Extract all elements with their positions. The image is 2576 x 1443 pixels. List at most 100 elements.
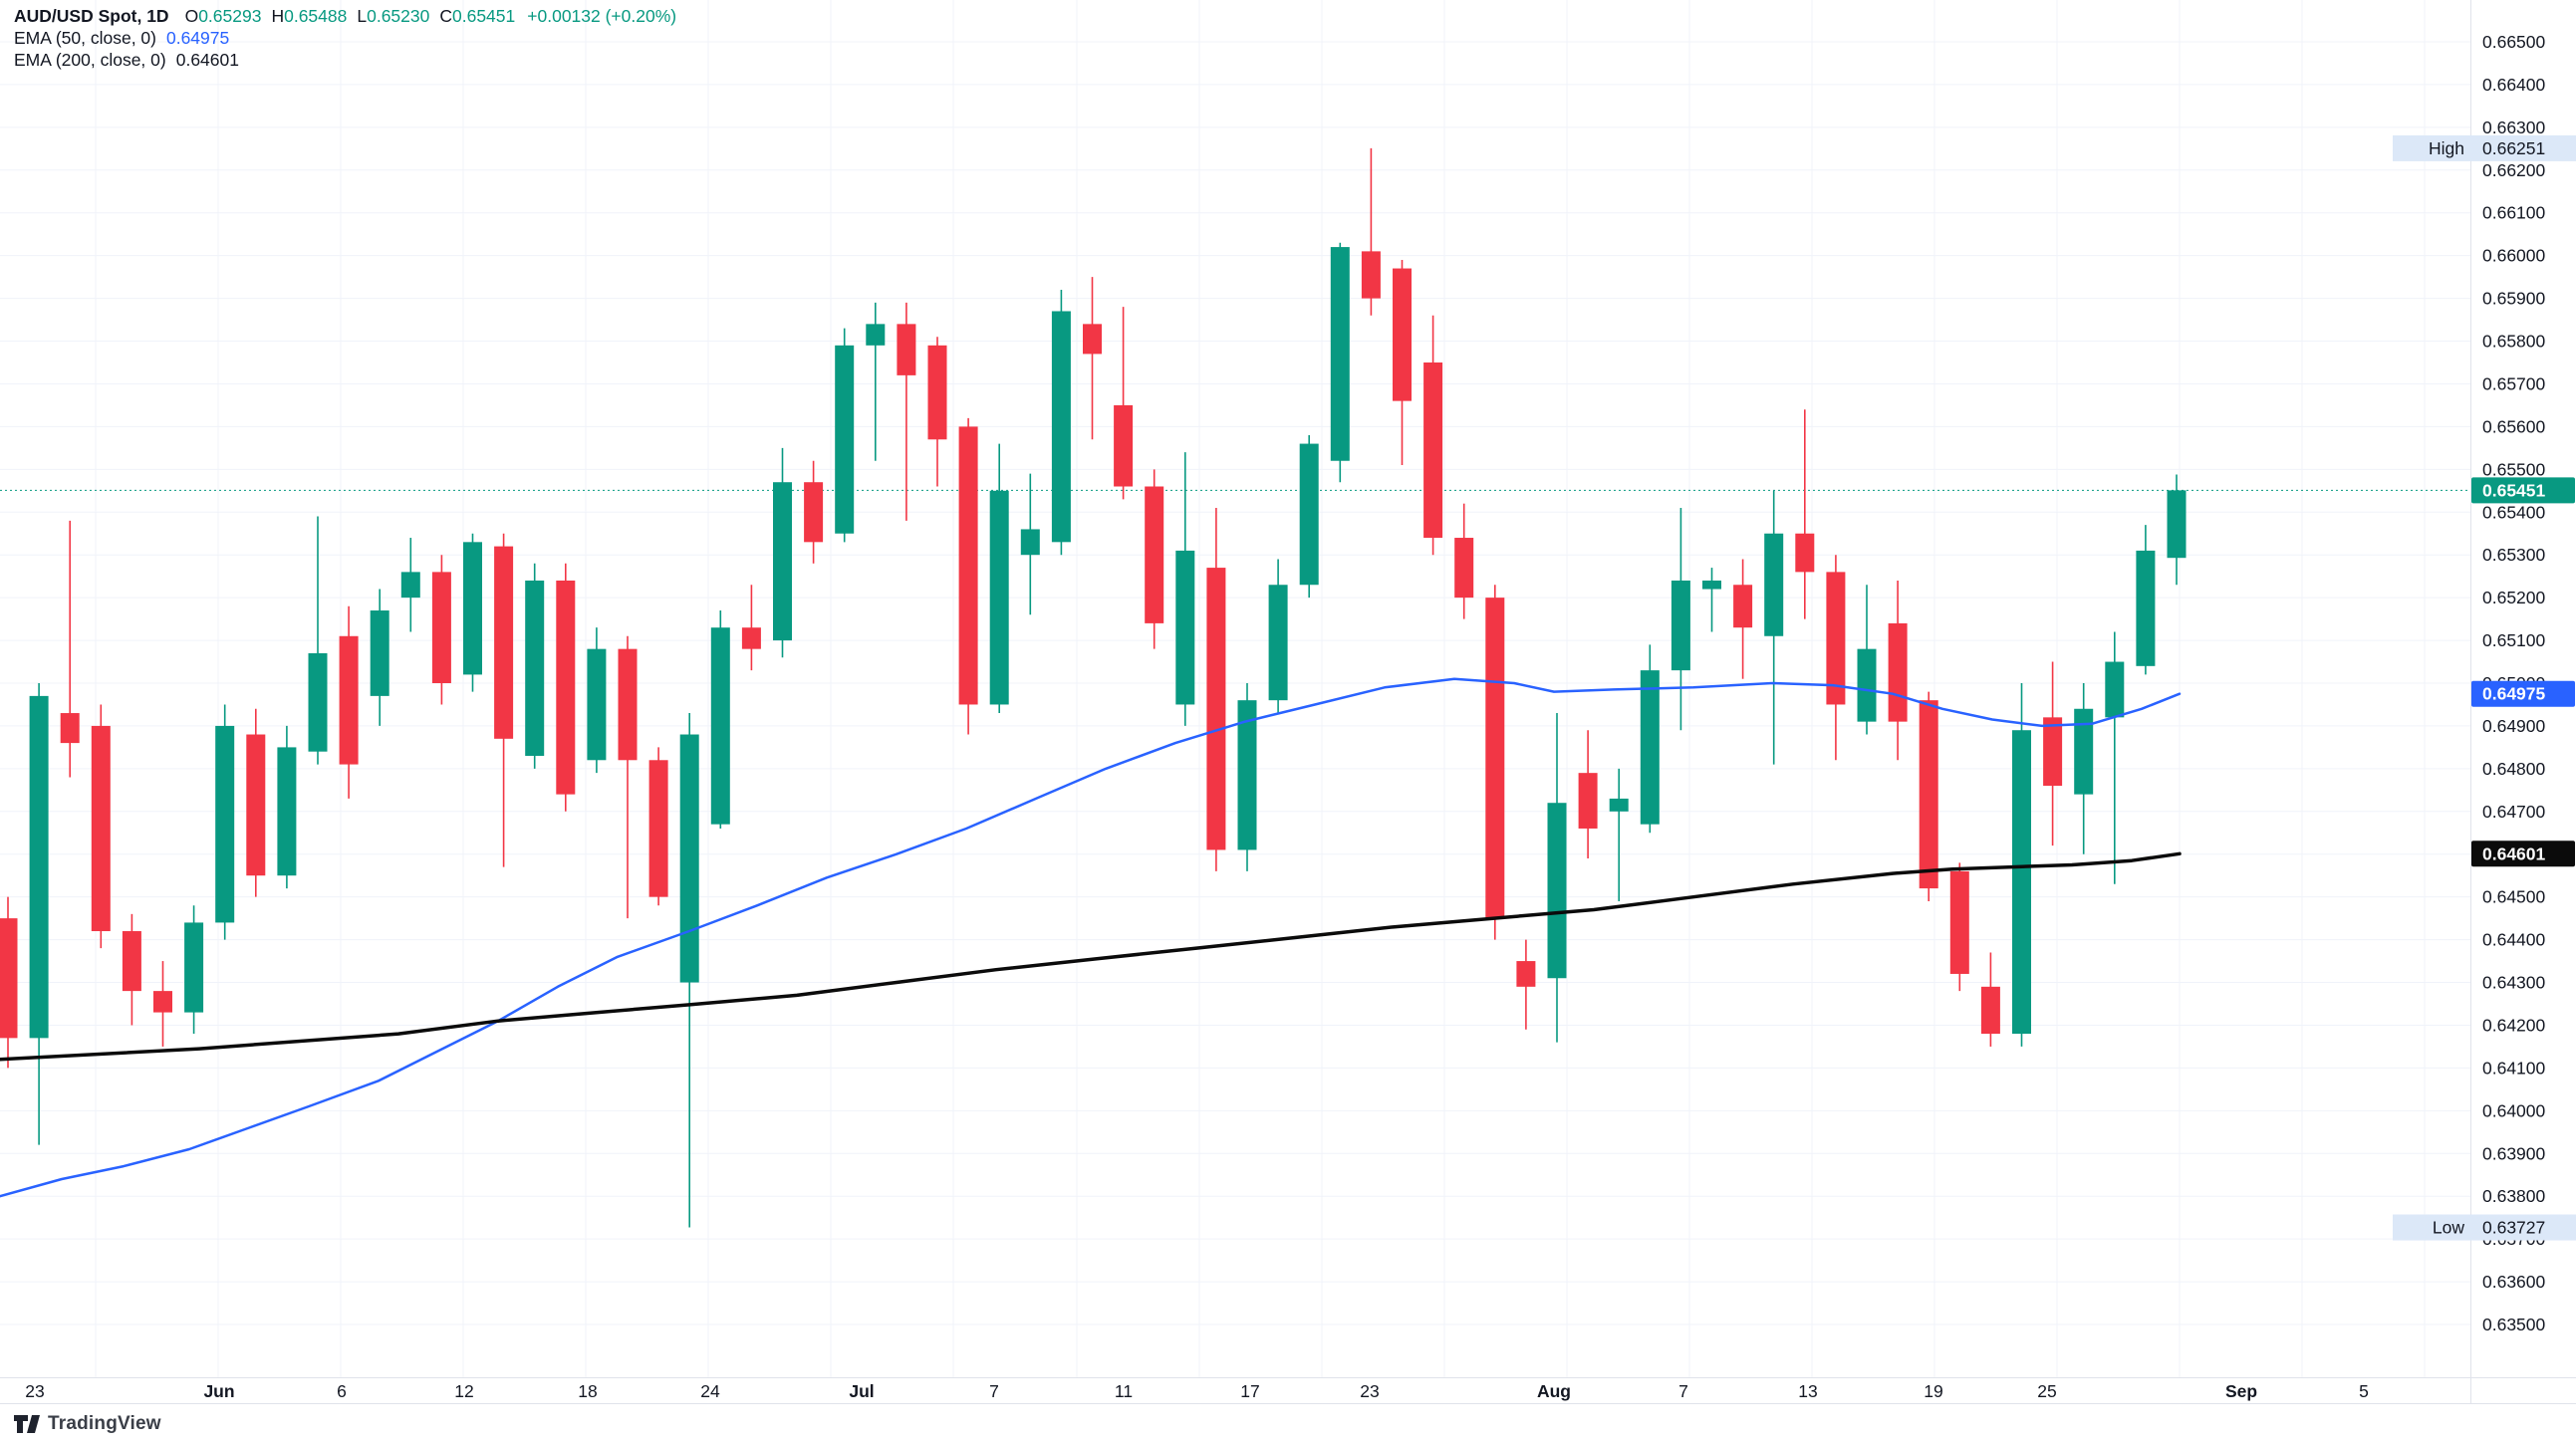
ema50-label: EMA (50, close, 0): [14, 27, 156, 48]
candle-body: [556, 580, 576, 795]
price-tick-label: 0.66300: [2482, 118, 2546, 137]
candle-body: [308, 652, 328, 752]
time-day-label: 6: [337, 1381, 347, 1401]
time-month-label: Aug: [1537, 1381, 1571, 1401]
candle-body: [989, 490, 1009, 705]
candle-body: [246, 734, 266, 876]
candle-body: [1175, 550, 1195, 705]
candle-body: [2043, 717, 2063, 787]
candle-body: [1423, 362, 1443, 539]
price-tick-label: 0.65400: [2482, 502, 2546, 522]
time-day-label: 7: [1678, 1381, 1688, 1401]
low-badge: [2393, 1214, 2576, 1241]
candle-body: [1733, 585, 1753, 628]
price-tick-label: 0.64100: [2482, 1058, 2546, 1078]
price-badges: High 0.66251 0.65451 0.64975 0.64601 Low 0.637…: [2393, 134, 2576, 1241]
candle-body: [866, 324, 886, 346]
candle-body: [710, 627, 730, 825]
candle-body: [958, 426, 978, 705]
chart-legend: AUD/USD Spot, 1D O0.65293 H0.65488 L0.65…: [14, 5, 676, 71]
price-tick-label: 0.64700: [2482, 802, 2546, 822]
time-month-label: Jun: [203, 1381, 234, 1401]
last-badge-value: 0.65451: [2482, 480, 2546, 500]
time-month-label: Jul: [849, 1381, 874, 1401]
tradingview-logo[interactable]: TradingView: [14, 1412, 161, 1436]
candle-body: [2012, 730, 2031, 1035]
price-tick-label: 0.64200: [2482, 1015, 2546, 1035]
candle-body: [525, 580, 545, 756]
price-tick-label: 0.65200: [2482, 588, 2546, 607]
candle-body: [1145, 486, 1164, 623]
time-day-label: 23: [25, 1381, 44, 1401]
ema50-legend-row[interactable]: EMA (50, close, 0) 0.64975: [14, 27, 676, 49]
symbol-title[interactable]: AUD/USD Spot, 1D: [14, 5, 169, 26]
candle-body: [1268, 585, 1288, 701]
candle-body: [587, 648, 607, 761]
candle-body: [1640, 670, 1660, 825]
price-tick-label: 0.65800: [2482, 332, 2546, 352]
candle-body: [835, 345, 855, 534]
ohlc-high: H0.65488: [271, 5, 348, 26]
candle-body: [1578, 773, 1598, 829]
ema200-label: EMA (200, close, 0): [14, 49, 166, 70]
candle-body: [1299, 443, 1319, 586]
ema200-line[interactable]: [0, 851, 2182, 1062]
symbol-legend-row[interactable]: AUD/USD Spot, 1D O0.65293 H0.65488 L0.65…: [14, 5, 676, 27]
price-tick-label: 0.64400: [2482, 930, 2546, 950]
high-badge: [2393, 134, 2576, 161]
low-badge-label: Low: [2433, 1218, 2464, 1238]
tradingview-logo-icon: [14, 1415, 40, 1433]
candle-body: [1919, 700, 1938, 889]
grid-layer: [0, 0, 2470, 1377]
candle-body: [1764, 533, 1784, 636]
price-tick-label: 0.65100: [2482, 630, 2546, 650]
price-tick-label: 0.66500: [2482, 32, 2546, 52]
price-tick-label: 0.64300: [2482, 973, 2546, 993]
ohlc-close: C0.65451: [439, 5, 516, 26]
candle-body: [1485, 598, 1505, 919]
candle-body: [1949, 870, 1969, 974]
ema50-value: 0.64975: [165, 27, 230, 48]
time-axis[interactable]: 23 Jun 6 12 18 24 Jul 7 11 17 23 Aug 7 13 19 25 Sep 5: [25, 1381, 2369, 1401]
price-tick-label: 0.63900: [2482, 1143, 2546, 1163]
candles-layer: [0, 147, 2187, 1228]
candle-body: [1609, 798, 1629, 812]
candle-body: [1795, 533, 1815, 573]
price-axis[interactable]: 0.66500 0.66400 0.66300 0.66200 0.66100 0.660…: [2482, 32, 2546, 1334]
candle-body: [1888, 622, 1908, 722]
candle-body: [184, 922, 204, 1013]
candle-body: [339, 635, 359, 765]
time-day-label: 17: [1240, 1381, 1259, 1401]
candle-body: [400, 572, 420, 599]
candle-body: [1206, 568, 1226, 850]
time-day-label: 7: [989, 1381, 999, 1401]
time-day-label: 5: [2359, 1381, 2369, 1401]
candle-body: [773, 482, 792, 641]
price-tick-label: 0.65300: [2482, 545, 2546, 565]
time-day-label: 12: [454, 1381, 473, 1401]
candle-body: [648, 760, 668, 897]
price-tick-label: 0.63500: [2482, 1315, 2546, 1334]
ema50-badge: [2471, 680, 2575, 707]
price-tick-label: 0.65500: [2482, 459, 2546, 479]
ema50-line[interactable]: [0, 677, 2182, 1198]
time-day-label: 13: [1798, 1381, 1817, 1401]
time-day-label: 23: [1360, 1381, 1379, 1401]
candle-body: [431, 572, 451, 683]
price-tick-label: 0.65700: [2482, 373, 2546, 393]
price-tick-label: 0.63800: [2482, 1186, 2546, 1206]
time-month-label: Sep: [2225, 1381, 2257, 1401]
price-tick-label: 0.65900: [2482, 289, 2546, 309]
candle-body: [1671, 580, 1690, 671]
candle-body: [1237, 700, 1257, 850]
high-badge-value: 0.66251: [2482, 138, 2545, 158]
low-badge-value: 0.63727: [2482, 1218, 2545, 1238]
ema200-legend-row[interactable]: EMA (200, close, 0) 0.64601: [14, 49, 676, 71]
candle-body: [2136, 550, 2156, 666]
price-tick-label: 0.66400: [2482, 75, 2546, 95]
price-tick-label: 0.66200: [2482, 160, 2546, 180]
price-tick-label: 0.64800: [2482, 759, 2546, 779]
